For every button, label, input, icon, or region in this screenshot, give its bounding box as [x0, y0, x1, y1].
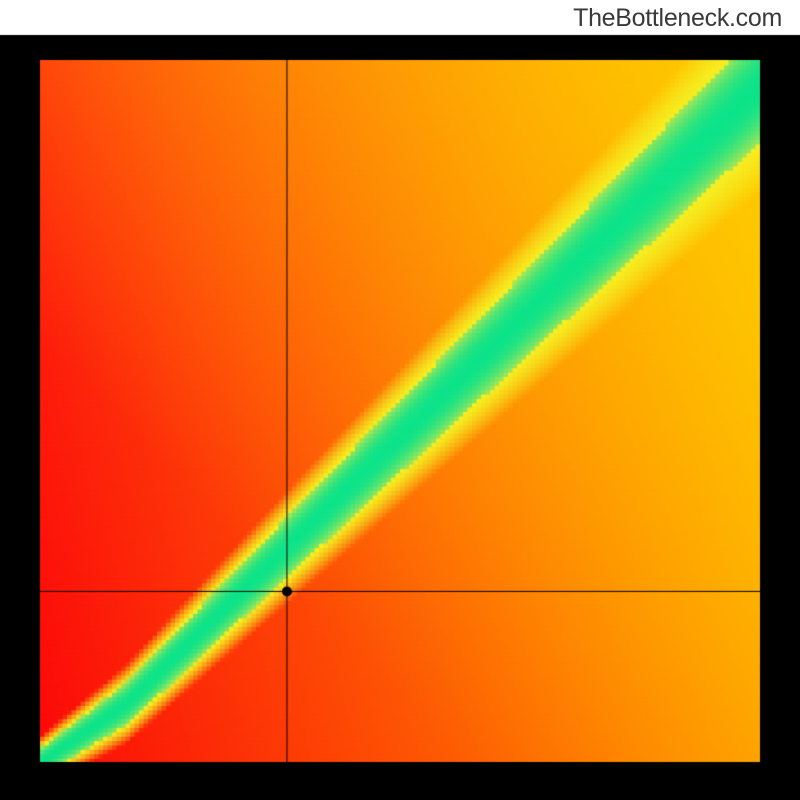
watermark-text: TheBottleneck.com: [573, 4, 782, 33]
chart-container: TheBottleneck.com: [0, 0, 800, 800]
heatmap-canvas: [0, 0, 800, 800]
